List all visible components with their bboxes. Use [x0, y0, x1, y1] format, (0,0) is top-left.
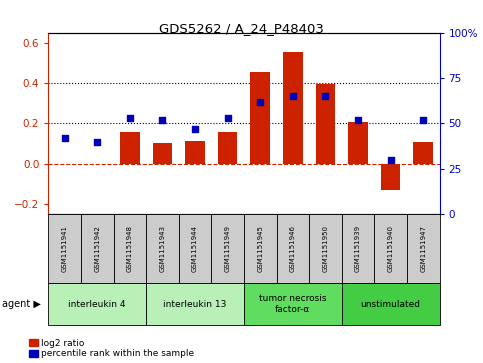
- Point: [256, 99, 264, 105]
- Bar: [348, 122, 368, 164]
- Bar: [81, 214, 114, 283]
- Text: interleukin 13: interleukin 13: [163, 299, 227, 309]
- Bar: [146, 283, 244, 325]
- Bar: [146, 214, 179, 283]
- Bar: [48, 283, 146, 325]
- Text: GDS5262 / A_24_P48403: GDS5262 / A_24_P48403: [159, 22, 324, 35]
- Bar: [342, 214, 374, 283]
- Text: unstimulated: unstimulated: [361, 299, 421, 309]
- Bar: [342, 283, 440, 325]
- Point: [93, 139, 101, 144]
- Bar: [413, 142, 433, 164]
- Text: GSM1151949: GSM1151949: [225, 225, 230, 272]
- Bar: [374, 214, 407, 283]
- Bar: [179, 214, 212, 283]
- Bar: [244, 214, 277, 283]
- Point: [387, 157, 395, 163]
- Point: [61, 135, 69, 141]
- Bar: [185, 140, 205, 164]
- Text: agent ▶: agent ▶: [2, 299, 41, 309]
- Text: GSM1151944: GSM1151944: [192, 225, 198, 272]
- Text: GSM1151947: GSM1151947: [420, 225, 426, 272]
- Point: [191, 126, 199, 132]
- Bar: [316, 84, 335, 164]
- Bar: [212, 214, 244, 283]
- Text: GSM1151950: GSM1151950: [323, 225, 328, 272]
- Text: GSM1151945: GSM1151945: [257, 225, 263, 272]
- Bar: [276, 214, 309, 283]
- Text: GSM1151942: GSM1151942: [94, 225, 100, 272]
- Legend: log2 ratio, percentile rank within the sample: log2 ratio, percentile rank within the s…: [28, 339, 195, 359]
- Text: GSM1151940: GSM1151940: [388, 225, 394, 272]
- Text: GSM1151948: GSM1151948: [127, 225, 133, 272]
- Bar: [381, 164, 400, 190]
- Bar: [283, 52, 302, 164]
- Point: [224, 115, 231, 121]
- Text: GSM1151939: GSM1151939: [355, 225, 361, 272]
- Text: GSM1151946: GSM1151946: [290, 225, 296, 272]
- Bar: [153, 143, 172, 164]
- Bar: [251, 72, 270, 164]
- Point: [322, 93, 329, 99]
- Bar: [120, 132, 140, 164]
- Bar: [309, 214, 342, 283]
- Point: [419, 117, 427, 123]
- Bar: [407, 214, 440, 283]
- Point: [354, 117, 362, 123]
- Bar: [218, 132, 238, 164]
- Text: tumor necrosis
factor-α: tumor necrosis factor-α: [259, 294, 327, 314]
- Bar: [114, 214, 146, 283]
- Bar: [48, 214, 81, 283]
- Text: GSM1151943: GSM1151943: [159, 225, 165, 272]
- Point: [158, 117, 166, 123]
- Text: GSM1151941: GSM1151941: [62, 225, 68, 272]
- Bar: [244, 283, 342, 325]
- Point: [289, 93, 297, 99]
- Point: [126, 115, 134, 121]
- Text: interleukin 4: interleukin 4: [69, 299, 126, 309]
